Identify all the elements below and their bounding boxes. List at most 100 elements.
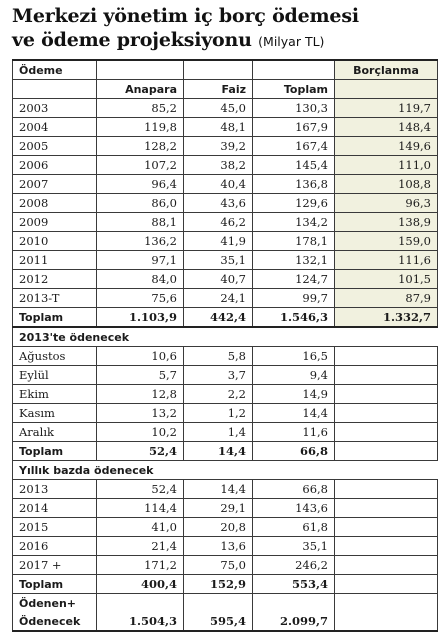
yearly-label: 2014	[12, 498, 97, 518]
annual-borclanma: 111,0	[334, 155, 438, 175]
month-blank	[334, 403, 438, 423]
annual-faiz: 38,2	[183, 155, 253, 175]
month-anapara: 10,2	[96, 422, 184, 442]
annual-label: 2004	[12, 117, 97, 137]
annual-toplam: 129,6	[252, 193, 335, 213]
month-blank	[334, 384, 438, 404]
yearly-row: 2016 21,4 13,6 35,1	[12, 536, 438, 556]
annual-faiz: 39,2	[183, 136, 253, 156]
yearly-faiz: 29,1	[183, 498, 253, 518]
unit-label: (Milyar TL)	[258, 34, 325, 49]
annual-anapara: 75,6	[96, 288, 184, 308]
month-blank	[334, 365, 438, 385]
annual-borclanma: 148,4	[334, 117, 438, 137]
title-line-2-text: ve ödeme projeksiyonu	[12, 29, 252, 51]
section-yearly-rows: 2013 52,4 14,4 66,8 2014 114,4 29,1 143,6 2015 41…	[12, 479, 438, 575]
grand-blank-5	[334, 612, 438, 632]
header-blank-3	[252, 59, 335, 80]
yearly-label: 2013	[12, 479, 97, 499]
annual-anapara: 107,2	[96, 155, 184, 175]
annual-borclanma: 87,9	[334, 288, 438, 308]
title-line-2: ve ödeme projeksiyonu (Milyar TL)	[12, 28, 437, 54]
yearly-row: 2015 41,0 20,8 61,8	[12, 517, 438, 537]
yearly-toplam: 61,8	[252, 517, 335, 537]
month-anapara: 13,2	[96, 403, 184, 423]
section-yearly-total-anapara: 400,4	[96, 574, 184, 594]
month-faiz: 3,7	[183, 365, 253, 385]
grand-anapara: 1.504,3	[96, 612, 184, 632]
section-2013-rows: Ağustos 10,6 5,8 16,5 Eylül 5,7 3,7 9,4 Ekim 12,8…	[12, 346, 438, 442]
annual-total-toplam: 1.546,3	[252, 307, 335, 328]
annual-total-borclanma: 1.332,7	[334, 307, 438, 328]
header-odeme: Ödeme	[12, 59, 97, 80]
annual-toplam: 178,1	[252, 231, 335, 251]
annual-anapara: 128,2	[96, 136, 184, 156]
annual-anapara: 88,1	[96, 212, 184, 232]
annual-label: 2006	[12, 155, 97, 175]
annual-faiz: 40,4	[183, 174, 253, 194]
annual-row: 2009 88,1 46,2 134,2 138,9	[12, 212, 438, 232]
yearly-blank	[334, 517, 438, 537]
month-anapara: 12,8	[96, 384, 184, 404]
annual-faiz: 46,2	[183, 212, 253, 232]
month-anapara: 10,6	[96, 346, 184, 366]
yearly-anapara: 52,4	[96, 479, 184, 499]
grand-label-row: Ödenen+	[12, 593, 438, 612]
header-blank-borclanma	[334, 79, 438, 99]
annual-label: 2003	[12, 98, 97, 118]
annual-faiz: 24,1	[183, 288, 253, 308]
annual-anapara: 119,8	[96, 117, 184, 137]
annual-anapara: 96,4	[96, 174, 184, 194]
yearly-faiz: 13,6	[183, 536, 253, 556]
month-row: Ağustos 10,6 5,8 16,5	[12, 346, 438, 366]
annual-row: 2010 136,2 41,9 178,1 159,0	[12, 231, 438, 251]
month-anapara: 5,7	[96, 365, 184, 385]
annual-total-faiz: 442,4	[183, 307, 253, 328]
annual-label: 2011	[12, 250, 97, 270]
yearly-anapara: 114,4	[96, 498, 184, 518]
annual-toplam: 167,4	[252, 136, 335, 156]
annual-toplam: 136,8	[252, 174, 335, 194]
month-toplam: 16,5	[252, 346, 335, 366]
annual-total-label: Toplam	[12, 307, 97, 328]
grand-blank-1	[96, 593, 184, 612]
yearly-blank	[334, 555, 438, 575]
annual-toplam: 132,1	[252, 250, 335, 270]
annual-row: 2006 107,2 38,2 145,4 111,0	[12, 155, 438, 175]
annual-anapara: 136,2	[96, 231, 184, 251]
section-2013-total-label: Toplam	[12, 441, 97, 461]
annual-label: 2013-T	[12, 288, 97, 308]
annual-row: 2007 96,4 40,4 136,8 108,8	[12, 174, 438, 194]
yearly-label: 2015	[12, 517, 97, 537]
section-yearly-total-faiz: 152,9	[183, 574, 253, 594]
month-faiz: 1,2	[183, 403, 253, 423]
annual-faiz: 35,1	[183, 250, 253, 270]
annual-toplam: 134,2	[252, 212, 335, 232]
month-label: Ekim	[12, 384, 97, 404]
annual-anapara: 97,1	[96, 250, 184, 270]
annual-borclanma: 159,0	[334, 231, 438, 251]
section-2013-total-blank	[334, 441, 438, 461]
annual-total-row: Toplam 1.103,9 442,4 1.546,3 1.332,7	[12, 307, 438, 328]
section-yearly-title: Yıllık bazda ödenecek	[12, 460, 438, 480]
yearly-toplam: 143,6	[252, 498, 335, 518]
month-label: Kasım	[12, 403, 97, 423]
annual-label: 2009	[12, 212, 97, 232]
grand-label-2: Ödenecek	[12, 612, 97, 632]
yearly-row: 2014 114,4 29,1 143,6	[12, 498, 438, 518]
section-2013-title: 2013'te ödenecek	[12, 327, 438, 347]
annual-faiz: 41,9	[183, 231, 253, 251]
section-yearly-total-toplam: 553,4	[252, 574, 335, 594]
annual-borclanma: 108,8	[334, 174, 438, 194]
grand-blank-3	[252, 593, 335, 612]
annual-toplam: 145,4	[252, 155, 335, 175]
section-yearly-total-row: Toplam 400,4 152,9 553,4	[12, 574, 438, 594]
yearly-toplam: 35,1	[252, 536, 335, 556]
annual-borclanma: 111,6	[334, 250, 438, 270]
annual-label: 2010	[12, 231, 97, 251]
yearly-toplam: 66,8	[252, 479, 335, 499]
annual-row: 2013-T 75,6 24,1 99,7 87,9	[12, 288, 438, 308]
annual-row: 2012 84,0 40,7 124,7 101,5	[12, 269, 438, 289]
yearly-blank	[334, 479, 438, 499]
yearly-faiz: 14,4	[183, 479, 253, 499]
